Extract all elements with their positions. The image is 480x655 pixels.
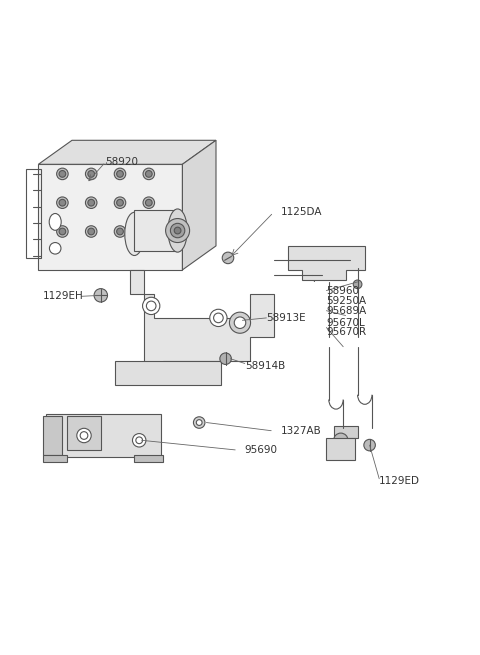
Circle shape (85, 168, 97, 179)
Circle shape (114, 226, 126, 237)
Circle shape (234, 317, 246, 328)
Circle shape (145, 170, 152, 178)
Bar (134, 455, 163, 462)
Circle shape (210, 309, 227, 327)
Circle shape (59, 199, 66, 206)
Circle shape (166, 219, 190, 242)
Circle shape (229, 312, 251, 333)
Circle shape (85, 197, 97, 208)
Circle shape (334, 433, 348, 447)
Bar (115, 361, 221, 385)
Circle shape (145, 228, 152, 235)
Circle shape (353, 258, 362, 267)
Circle shape (88, 228, 95, 235)
Circle shape (143, 297, 160, 314)
Circle shape (59, 228, 66, 235)
Text: 58920: 58920 (106, 157, 139, 167)
Bar (38, 164, 182, 270)
Text: 1129ED: 1129ED (379, 476, 420, 486)
Bar (334, 426, 358, 438)
Bar (134, 210, 178, 251)
Ellipse shape (168, 209, 187, 252)
Circle shape (80, 432, 88, 440)
Circle shape (143, 226, 155, 237)
Circle shape (222, 252, 234, 264)
Text: 59250A: 59250A (326, 296, 367, 306)
Circle shape (145, 199, 152, 206)
Text: 95690: 95690 (245, 445, 278, 455)
Ellipse shape (125, 212, 144, 255)
Circle shape (85, 226, 97, 237)
Circle shape (57, 168, 68, 179)
Text: 1125DA: 1125DA (281, 207, 322, 217)
Ellipse shape (49, 214, 61, 231)
Circle shape (214, 313, 223, 323)
Text: 1129EH: 1129EH (43, 291, 84, 301)
Circle shape (88, 170, 95, 178)
Circle shape (143, 168, 155, 179)
Bar (67, 417, 101, 450)
Circle shape (59, 170, 66, 178)
Circle shape (117, 170, 123, 178)
Polygon shape (182, 140, 216, 270)
Circle shape (146, 301, 156, 310)
Circle shape (77, 428, 91, 443)
Circle shape (88, 199, 95, 206)
Polygon shape (288, 246, 365, 280)
Circle shape (49, 242, 61, 254)
Circle shape (57, 197, 68, 208)
Text: 95670L: 95670L (326, 318, 365, 328)
Text: 95689A: 95689A (326, 306, 367, 316)
Circle shape (353, 280, 362, 289)
Bar (46, 414, 161, 457)
Text: 58913E: 58913E (266, 313, 306, 323)
Circle shape (117, 199, 123, 206)
Text: 58960: 58960 (326, 286, 360, 297)
Circle shape (57, 226, 68, 237)
Circle shape (193, 417, 205, 428)
Text: 1327AB: 1327AB (281, 426, 322, 436)
Bar (26, 169, 41, 258)
Polygon shape (38, 140, 216, 164)
Circle shape (220, 353, 231, 364)
Circle shape (364, 440, 375, 451)
Text: 95670R: 95670R (326, 328, 367, 337)
Circle shape (117, 228, 123, 235)
Circle shape (143, 197, 155, 208)
Polygon shape (130, 270, 274, 375)
Bar (326, 438, 355, 460)
Circle shape (132, 434, 146, 447)
Circle shape (170, 223, 185, 238)
Circle shape (136, 437, 143, 443)
Bar (43, 455, 67, 462)
Circle shape (114, 197, 126, 208)
Circle shape (196, 420, 202, 425)
Circle shape (174, 227, 181, 234)
Circle shape (94, 289, 108, 302)
Bar (43, 417, 62, 455)
Text: 58914B: 58914B (245, 361, 285, 371)
Circle shape (114, 168, 126, 179)
